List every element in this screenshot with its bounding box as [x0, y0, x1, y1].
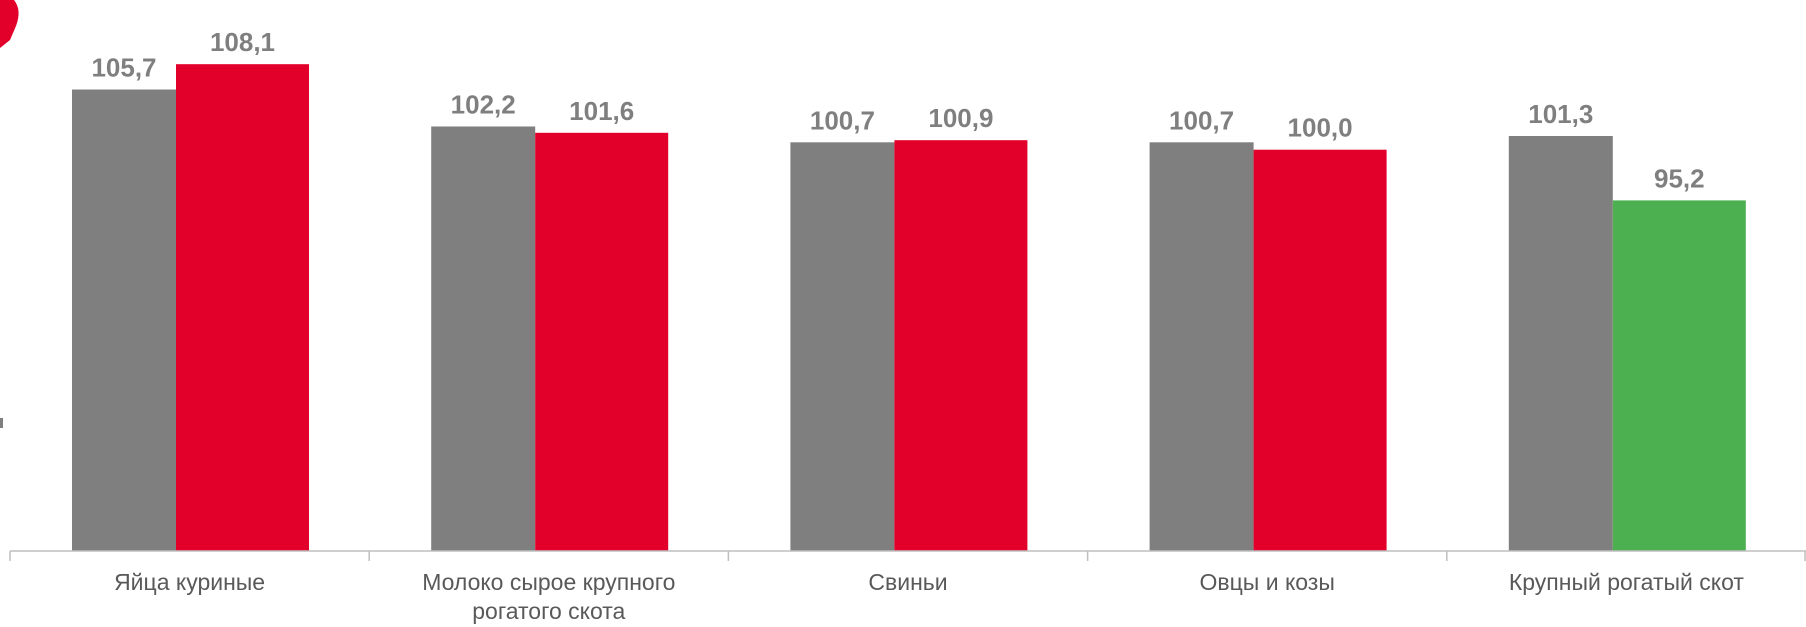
bar-series-2-cat-4 [1253, 149, 1387, 551]
bar-series-1-cat-1 [72, 89, 176, 551]
cropped-edge-mark [0, 418, 3, 428]
category-label-5: Крупный рогатый скот [1509, 569, 1745, 595]
bar-series-1-cat-4 [1149, 142, 1254, 552]
bar-series-2-cat-1 [176, 64, 309, 551]
category-label-2-line-2: рогатого скота [472, 598, 625, 624]
bars-layer [72, 64, 1746, 552]
value-label-series-1-cat-5: 101,3 [1528, 99, 1593, 129]
value-label-series-2-cat-4: 100,0 [1288, 113, 1353, 143]
value-label-series-1-cat-1: 105,7 [91, 53, 156, 83]
value-labels-layer: 105,7 108,1 102,2 101,6 100,7 100,9 100,7 100,0… [91, 27, 1704, 193]
category-label-4: Овцы и козы [1200, 569, 1335, 595]
bar-series-2-cat-5 [1612, 200, 1746, 551]
value-label-series-2-cat-2: 101,6 [569, 96, 634, 126]
value-label-series-1-cat-4: 100,7 [1169, 105, 1234, 135]
x-axis [9, 550, 1806, 561]
category-labels-layer: Яйца куриные Молоко сырое крупного рогатог… [114, 569, 1744, 624]
bar-series-1-cat-2 [431, 126, 536, 551]
bar-series-1-cat-3 [790, 142, 895, 552]
bar-series-2-cat-2 [535, 132, 669, 552]
value-label-series-1-cat-2: 102,2 [451, 90, 516, 120]
cropped-edge-glyph [0, 0, 19, 48]
value-label-series-2-cat-5: 95,2 [1654, 163, 1705, 193]
category-label-1: Яйца куриные [114, 569, 265, 595]
category-label-2-line-1: Молоко сырое крупного [422, 569, 675, 595]
value-label-series-2-cat-3: 100,9 [928, 103, 993, 133]
bar-series-2-cat-3 [894, 140, 1028, 551]
value-label-series-2-cat-1: 108,1 [210, 27, 275, 57]
bar-series-1-cat-5 [1508, 136, 1613, 551]
value-label-series-1-cat-3: 100,7 [810, 105, 875, 135]
category-label-3: Свиньи [868, 569, 947, 595]
